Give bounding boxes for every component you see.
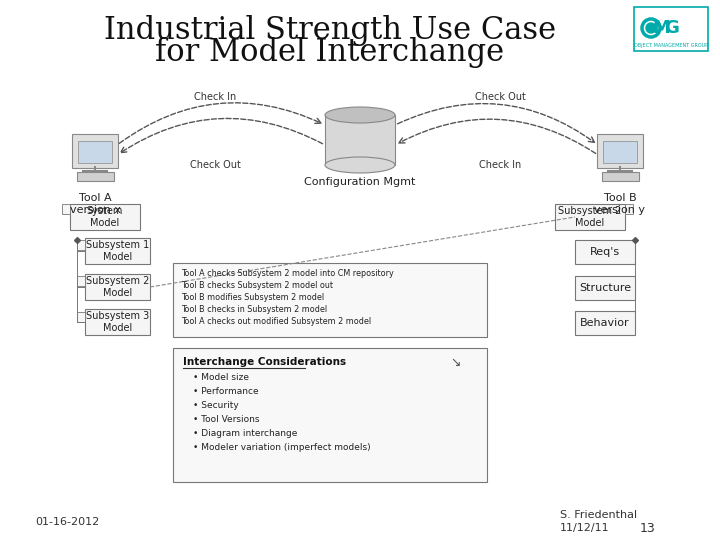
Text: Subsystem 2
Model: Subsystem 2 Model — [86, 276, 149, 298]
Text: • Modeler variation (imperfect models): • Modeler variation (imperfect models) — [193, 443, 371, 453]
Text: Check In: Check In — [194, 92, 236, 102]
Ellipse shape — [325, 107, 395, 123]
FancyBboxPatch shape — [70, 204, 140, 230]
Text: Req's: Req's — [590, 247, 620, 257]
FancyBboxPatch shape — [625, 204, 633, 214]
Text: System
Model: System Model — [87, 206, 123, 228]
Text: G: G — [665, 19, 680, 37]
Circle shape — [646, 23, 656, 33]
Text: • Security: • Security — [193, 402, 239, 410]
FancyBboxPatch shape — [575, 240, 635, 264]
Text: Tool B checks in Subsystem 2 model: Tool B checks in Subsystem 2 model — [181, 305, 327, 314]
Text: Check Out: Check Out — [474, 92, 526, 102]
Text: for Model Interchange: for Model Interchange — [156, 37, 505, 68]
FancyBboxPatch shape — [173, 263, 487, 337]
FancyBboxPatch shape — [603, 141, 637, 163]
Text: 13: 13 — [640, 522, 656, 535]
Text: • Model size: • Model size — [193, 374, 249, 382]
Text: 01-16-2012: 01-16-2012 — [35, 517, 99, 527]
Text: Tool A
version x: Tool A version x — [70, 193, 120, 214]
Text: Check Out: Check Out — [189, 160, 240, 170]
Text: 11/12/11: 11/12/11 — [560, 523, 610, 533]
FancyBboxPatch shape — [325, 115, 395, 165]
Text: Check In: Check In — [479, 160, 521, 170]
Text: Subsystem 2
Model: Subsystem 2 Model — [558, 206, 621, 228]
Ellipse shape — [325, 157, 395, 173]
FancyBboxPatch shape — [77, 276, 85, 286]
FancyBboxPatch shape — [77, 240, 85, 250]
FancyBboxPatch shape — [85, 238, 150, 264]
FancyBboxPatch shape — [597, 134, 643, 168]
Text: Industrial Strength Use Case: Industrial Strength Use Case — [104, 15, 556, 45]
Text: S. Friedenthal: S. Friedenthal — [560, 510, 637, 520]
Text: • Tool Versions: • Tool Versions — [193, 415, 259, 424]
FancyBboxPatch shape — [76, 172, 114, 180]
FancyBboxPatch shape — [77, 312, 85, 322]
Text: Tool B
version y: Tool B version y — [595, 193, 646, 214]
FancyBboxPatch shape — [85, 274, 150, 300]
FancyBboxPatch shape — [634, 7, 708, 51]
FancyBboxPatch shape — [555, 204, 625, 230]
Text: • Performance: • Performance — [193, 388, 258, 396]
Text: Tool B modifies Subsystem 2 model: Tool B modifies Subsystem 2 model — [181, 293, 324, 301]
Text: Behavior: Behavior — [580, 318, 630, 328]
Text: M: M — [652, 19, 670, 37]
Text: Tool A checks Subsystem 2 model into CM repository: Tool A checks Subsystem 2 model into CM … — [181, 268, 394, 278]
FancyBboxPatch shape — [601, 172, 639, 180]
Text: Structure: Structure — [579, 283, 631, 293]
Text: Subsystem 3
Model: Subsystem 3 Model — [86, 311, 149, 333]
FancyBboxPatch shape — [62, 204, 70, 214]
FancyBboxPatch shape — [78, 141, 112, 163]
Text: OBJECT MANAGEMENT GROUP: OBJECT MANAGEMENT GROUP — [634, 43, 708, 48]
FancyBboxPatch shape — [575, 311, 635, 335]
Text: Configuration Mgmt: Configuration Mgmt — [305, 177, 415, 187]
Text: Subsystem 1
Model: Subsystem 1 Model — [86, 240, 149, 262]
FancyBboxPatch shape — [575, 276, 635, 300]
FancyBboxPatch shape — [72, 134, 118, 168]
Text: Tool B checks Subsystem 2 model out: Tool B checks Subsystem 2 model out — [181, 280, 333, 289]
FancyBboxPatch shape — [85, 309, 150, 335]
FancyBboxPatch shape — [173, 348, 487, 482]
Text: ↘: ↘ — [450, 355, 460, 368]
Text: Tool A checks out modified Subsystem 2 model: Tool A checks out modified Subsystem 2 m… — [181, 316, 371, 326]
Text: • Diagram interchange: • Diagram interchange — [193, 429, 297, 438]
Text: Interchange Considerations: Interchange Considerations — [183, 357, 346, 367]
